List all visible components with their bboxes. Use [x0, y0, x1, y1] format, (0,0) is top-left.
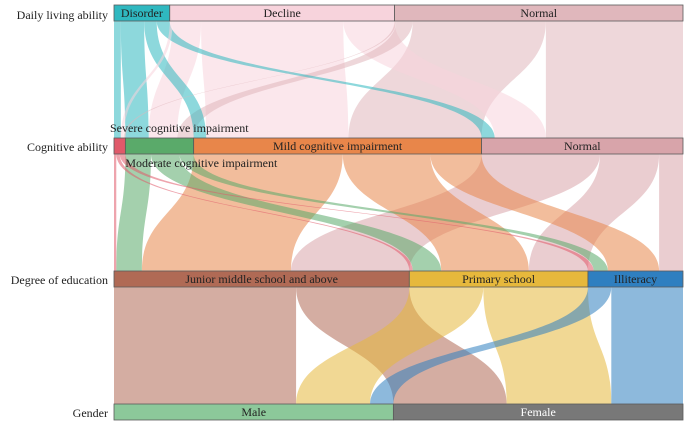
node-label-severe: Severe cognitive impairment [110, 121, 249, 135]
node-female: Female [392, 403, 684, 421]
flow-mild-to-illiteracy [430, 154, 660, 271]
axis-label-education: Degree of education [11, 273, 108, 287]
flows-layer [114, 21, 683, 404]
flow-moderate-to-illiteracy [179, 154, 608, 271]
flow-primary-to-male [296, 287, 484, 404]
node-rect-severe [113, 137, 126, 155]
flow-decline-to-mild [201, 21, 349, 138]
axis-labels: Daily living ability Cognitive ability D… [11, 8, 108, 420]
axis-label-daily: Daily living ability [17, 8, 108, 22]
flow-cog_normal-to-illiteracy [659, 154, 683, 271]
node-male: Male [113, 403, 394, 421]
flow-illiteracy-to-male [370, 287, 612, 404]
nodes-layer: Disorder Decline Normal Severe cognitive im… [110, 4, 684, 421]
flow-junior-to-male [114, 287, 297, 404]
node-label-primary: Primary school [462, 272, 536, 286]
node-disorder: Disorder [113, 4, 171, 22]
flow-moderate-to-junior [116, 154, 151, 271]
flow-severe-to-junior [114, 154, 117, 271]
node-junior: Junior middle school and above [113, 270, 410, 288]
axis-label-gender: Gender [73, 406, 108, 420]
flow-daily_normal-to-cog_normal [545, 21, 683, 138]
flow-disorder-to-cog_normal [156, 21, 495, 138]
flow-decline-to-severe [120, 21, 173, 138]
node-moderate: Moderate cognitive impairment [124, 137, 278, 170]
node-primary: Primary school [408, 270, 589, 288]
flow-severe-to-illiteracy [119, 154, 594, 271]
node-label-junior: Junior middle school and above [185, 272, 338, 286]
node-label-decline: Decline [263, 6, 300, 20]
node-label-mild: Mild cognitive impairment [273, 139, 403, 153]
flow-illiteracy-to-female [611, 287, 683, 404]
node-cog_normal: Normal [481, 137, 684, 155]
node-rect-female [392, 403, 684, 421]
flow-daily_normal-to-severe [123, 21, 397, 138]
flow-disorder-to-severe [114, 21, 121, 138]
node-decline: Decline [169, 4, 395, 22]
node-label-disorder: Disorder [121, 6, 163, 20]
node-mild: Mild cognitive impairment [193, 137, 482, 155]
node-label-cog_normal: Normal [564, 139, 601, 153]
node-label-female: Female [521, 405, 556, 419]
flow-mild-to-primary [342, 154, 529, 271]
node-label-male: Male [241, 405, 266, 419]
node-rect-moderate [124, 137, 195, 155]
node-rect-daily_normal [394, 4, 684, 22]
flow-decline-to-cog_normal [343, 21, 546, 138]
flow-daily_normal-to-moderate [177, 21, 413, 138]
axis-label-cognitive: Cognitive ability [27, 140, 108, 154]
node-illiteracy: Illiteracy [587, 270, 684, 288]
node-rect-illiteracy [587, 270, 684, 288]
node-label-illiteracy: Illiteracy [614, 272, 657, 286]
node-label-daily_normal: Normal [520, 6, 557, 20]
flow-severe-to-primary [116, 154, 413, 271]
node-daily_normal: Normal [394, 4, 684, 22]
node-rect-cog_normal [481, 137, 684, 155]
flow-disorder-to-mild [144, 21, 207, 138]
node-label-moderate: Moderate cognitive impairment [125, 156, 278, 170]
flow-moderate-to-primary [150, 154, 442, 271]
